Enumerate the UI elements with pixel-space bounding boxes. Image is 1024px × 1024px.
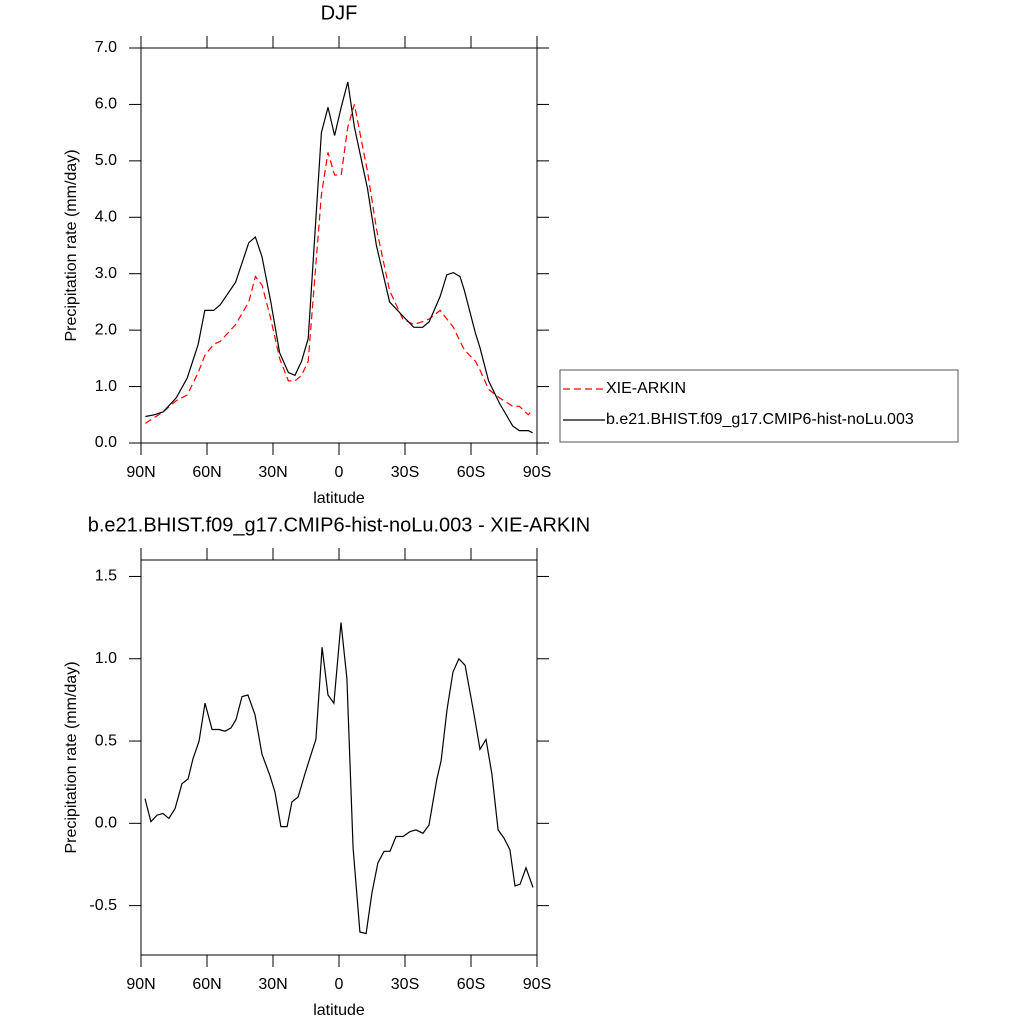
plot-frame — [140, 559, 538, 956]
x-tick-label: 60N — [192, 976, 221, 993]
x-tick-label: 0 — [335, 976, 344, 993]
y-tick-label: 1.0 — [95, 378, 117, 395]
y-tick-label: 0.0 — [95, 815, 117, 832]
y-tick-label: 0.5 — [95, 732, 117, 749]
plot-frame — [140, 47, 538, 444]
legend-box — [559, 369, 959, 443]
x-axis-label: latitude — [313, 490, 365, 507]
x-tick-label: 60N — [192, 464, 221, 481]
x-tick-label: 30N — [258, 976, 287, 993]
y-tick-label: 6.0 — [95, 96, 117, 113]
x-tick-label: 60S — [457, 464, 485, 481]
difference-line — [144, 622, 534, 935]
y-tick-label: 4.0 — [95, 209, 117, 226]
y-tick-label: 1.5 — [95, 568, 117, 585]
x-tick-label: 0 — [335, 464, 344, 481]
series-line — [145, 104, 534, 424]
series-line — [145, 81, 533, 434]
y-axis-label: Precipitation rate (mm/day) — [63, 149, 80, 341]
x-tick-label: 30S — [391, 464, 419, 481]
x-tick-label: 30N — [258, 464, 287, 481]
y-tick-label: -0.5 — [89, 897, 117, 914]
x-tick-label: 90N — [126, 976, 155, 993]
x-axis-label: latitude — [313, 1002, 365, 1019]
x-tick-label: 90S — [523, 976, 551, 993]
chart-title: DJF — [321, 2, 358, 24]
legend-label: XIE-ARKIN — [606, 380, 686, 397]
y-tick-label: 5.0 — [95, 152, 117, 169]
y-tick-label: 0.0 — [95, 434, 117, 451]
chart-title: b.e21.BHIST.f09_g17.CMIP6-hist-noLu.003 … — [88, 514, 590, 536]
y-axis-label: Precipitation rate (mm/day) — [63, 661, 80, 853]
x-tick-label: 90N — [126, 464, 155, 481]
y-tick-label: 2.0 — [95, 321, 117, 338]
x-tick-label: 60S — [457, 976, 485, 993]
legend-label: b.e21.BHIST.f09_g17.CMIP6-hist-noLu.003 — [606, 411, 914, 428]
y-tick-label: 1.0 — [95, 650, 117, 667]
x-tick-label: 30S — [391, 976, 419, 993]
x-tick-label: 90S — [523, 464, 551, 481]
y-tick-label: 3.0 — [95, 265, 117, 282]
y-tick-label: 7.0 — [95, 39, 117, 56]
